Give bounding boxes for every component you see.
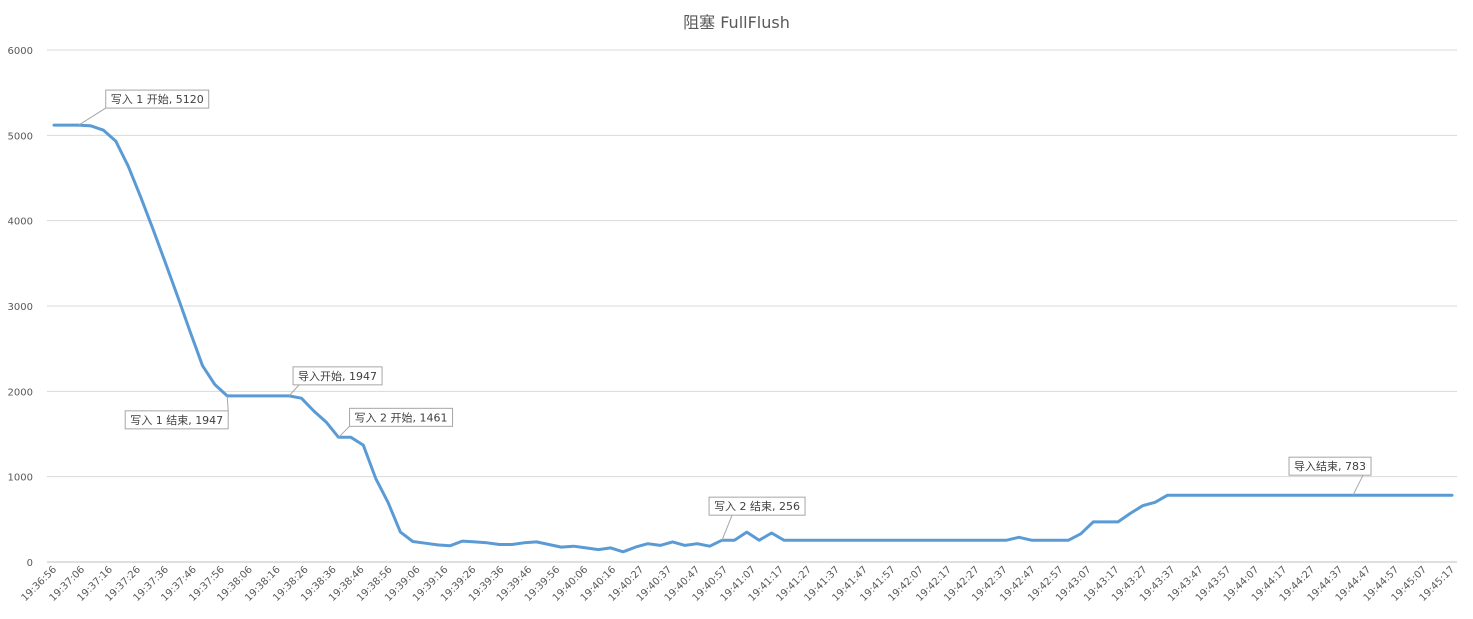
- annotation-box: [1288, 456, 1372, 476]
- annotation-label: 导入结束, 783: [1294, 460, 1366, 473]
- annotation-box: [124, 410, 229, 430]
- y-tick-label: 1000: [8, 473, 33, 484]
- annotation-label: 写入 1 开始, 5120: [111, 92, 204, 106]
- annotation-label: 写入 2 开始, 1461: [355, 410, 448, 424]
- chart-title: 阻塞 FullFlush: [683, 13, 790, 32]
- annotation-label: 写入 1 结束, 1947: [130, 414, 223, 427]
- annotation-leader: [288, 384, 300, 397]
- annotation-label: 导入开始, 1947: [298, 369, 377, 383]
- y-tick-label: 3000: [8, 302, 33, 313]
- y-tick-label: 5000: [8, 131, 33, 142]
- annotation-leader: [1352, 474, 1364, 496]
- y-tick-label: 4000: [8, 217, 33, 228]
- annotation-box: [292, 366, 383, 386]
- annotation-box: [105, 89, 210, 109]
- y-tick-label: 6000: [8, 46, 33, 57]
- annotation-box: [349, 407, 454, 427]
- annotation-box: [708, 496, 806, 516]
- y-tick-label: 0: [27, 558, 33, 569]
- series-line: [52, 123, 1454, 554]
- annotation-leader: [721, 514, 733, 541]
- annotation-leader: [226, 395, 229, 411]
- annotation-leader: [338, 425, 350, 438]
- annotation-leader: [78, 107, 107, 126]
- y-tick-label: 2000: [8, 387, 33, 398]
- annotation-label: 写入 2 结束, 256: [714, 500, 800, 513]
